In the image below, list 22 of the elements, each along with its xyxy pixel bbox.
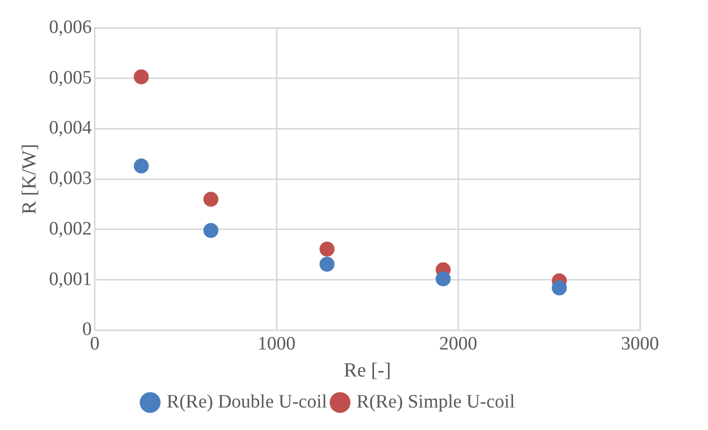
x-tick-label: 2000: [439, 334, 478, 355]
point: [203, 222, 218, 238]
point: [320, 242, 335, 257]
legend-label: R(Re) Simple U-coil: [356, 391, 515, 412]
point: [134, 158, 149, 174]
y-tick-label: 0,003: [49, 168, 92, 190]
x-axis-title: Re [-]: [344, 359, 391, 382]
y-tick-label: 0,002: [49, 218, 92, 240]
point: [203, 192, 218, 207]
y-tick-label: 0: [82, 319, 92, 340]
x-tick-label: 3000: [621, 334, 659, 355]
point: [134, 69, 149, 84]
legend-label: R(Re) Double U-coil: [166, 391, 328, 412]
y-tick-label: 0,006: [49, 16, 92, 38]
y-tick-label: 0,001: [49, 268, 92, 290]
point: [320, 256, 335, 272]
point: [552, 280, 567, 296]
y-axis-title: R [K/W]: [18, 144, 40, 214]
point: [436, 271, 451, 286]
y-tick-label: 0,004: [49, 118, 92, 139]
y-tick-label: 0,005: [49, 67, 92, 88]
x-tick-label: 1000: [258, 334, 296, 355]
